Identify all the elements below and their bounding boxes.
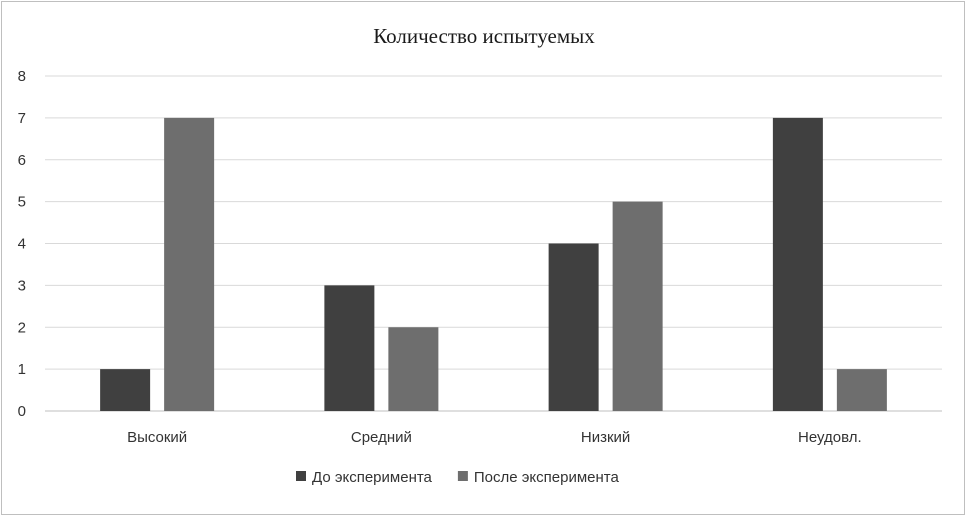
x-axis-ticks: Высокий Средний Низкий Неудовл.	[127, 429, 862, 446]
bar	[836, 369, 887, 411]
y-tick-label: 1	[18, 361, 26, 378]
bar	[324, 285, 375, 411]
y-tick-label: 7	[18, 110, 26, 127]
x-tick-label: Высокий	[127, 429, 187, 446]
bar	[164, 117, 215, 411]
legend-entry: До эксперимента	[312, 469, 433, 486]
bars	[100, 117, 887, 411]
y-tick-label: 0	[18, 403, 26, 420]
x-tick-label: Средний	[351, 429, 412, 446]
bar	[100, 369, 151, 411]
y-tick-label: 6	[18, 152, 26, 169]
y-tick-label: 5	[18, 194, 26, 211]
legend-swatch	[296, 471, 306, 481]
legend-entry: После эксперимента	[474, 469, 620, 486]
y-tick-label: 8	[18, 68, 26, 85]
legend: До эксперимента После эксперимента	[296, 469, 619, 486]
chart-title: Количество испытуемых	[373, 24, 595, 48]
y-tick-label: 3	[18, 277, 26, 294]
bar	[772, 117, 823, 411]
legend-swatch	[457, 471, 468, 481]
bar	[548, 243, 599, 411]
x-tick-label: Неудовл.	[798, 429, 862, 446]
bar	[388, 327, 439, 411]
y-tick-label: 4	[18, 236, 26, 253]
y-axis-ticks: 0 1 2 3 4 5 6 7 8	[18, 68, 26, 420]
y-tick-label: 2	[18, 319, 26, 336]
x-tick-label: Низкий	[581, 429, 630, 446]
bar	[612, 201, 663, 411]
